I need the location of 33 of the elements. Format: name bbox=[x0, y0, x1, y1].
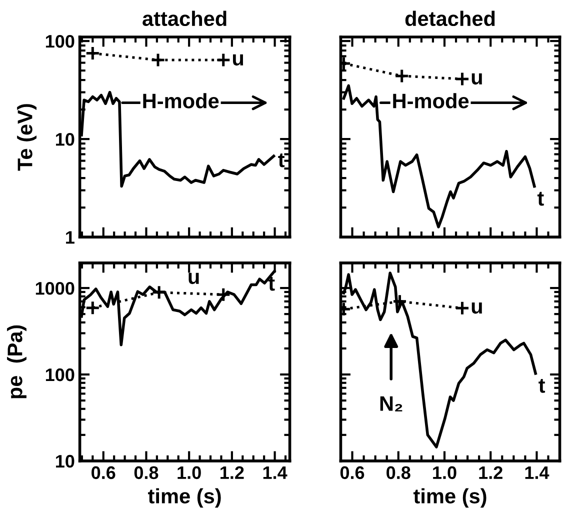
series-label: u bbox=[472, 302, 482, 314]
x-axis-title: time (s) bbox=[148, 488, 221, 508]
x-tick-label: 0.6 bbox=[340, 466, 364, 480]
annotation: H-mode bbox=[143, 93, 219, 108]
x-tick-label: 1.4 bbox=[525, 466, 550, 479]
y-tick-label: 1000 bbox=[36, 282, 74, 295]
legend-label: t bbox=[538, 379, 546, 393]
x-axis-title: time (s) bbox=[413, 488, 486, 508]
chart-title: attached bbox=[142, 10, 226, 26]
annotation: H-mode bbox=[393, 93, 469, 108]
y-tick-label: 100 bbox=[46, 368, 74, 382]
y-tick-label: 1 bbox=[66, 231, 74, 244]
x-tick-label: 0.6 bbox=[92, 466, 116, 480]
x-tick-label: 1.0 bbox=[178, 466, 201, 480]
y-axis-title: pe (Pa) bbox=[7, 325, 26, 398]
y-tick-label: 10 bbox=[56, 454, 74, 468]
y-axis-title: Te (eV) bbox=[17, 104, 36, 171]
series-label: u bbox=[472, 73, 482, 85]
legend-label: u bbox=[232, 54, 244, 66]
x-tick-label: 1.2 bbox=[220, 466, 244, 479]
x-tick-label: 1.0 bbox=[433, 466, 456, 480]
legend-label: t bbox=[278, 153, 285, 168]
annotation: N₂ bbox=[380, 396, 402, 412]
x-tick-label: 0.8 bbox=[386, 466, 410, 480]
x-tick-label: 1.4 bbox=[263, 466, 288, 479]
legend-label: t bbox=[268, 276, 275, 291]
y-tick-label: 10 bbox=[56, 132, 74, 146]
x-tick-label: 1.2 bbox=[479, 466, 502, 479]
legend-label: t bbox=[537, 192, 544, 206]
y-tick-label: 100 bbox=[46, 34, 74, 48]
x-tick-label: 0.8 bbox=[134, 466, 158, 480]
legend-label: u bbox=[188, 272, 199, 284]
chart-title: detached bbox=[405, 10, 495, 26]
